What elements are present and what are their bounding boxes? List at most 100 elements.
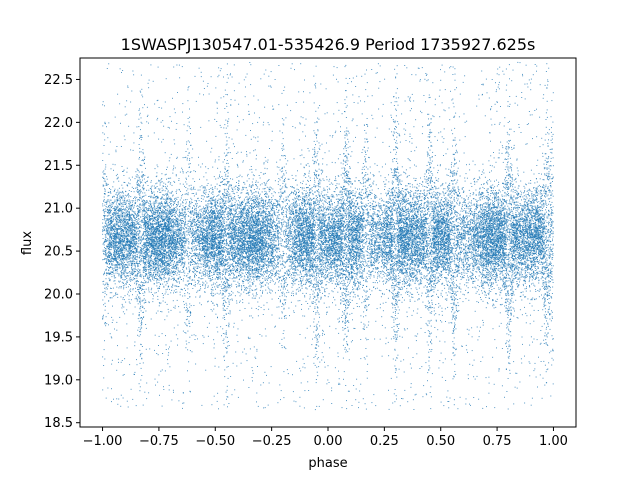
data-point bbox=[334, 220, 335, 221]
data-point bbox=[503, 284, 504, 285]
data-point bbox=[393, 269, 394, 270]
data-point bbox=[230, 376, 231, 377]
data-point bbox=[373, 181, 374, 182]
data-point bbox=[454, 128, 455, 129]
data-point bbox=[417, 196, 418, 197]
data-point bbox=[451, 303, 452, 304]
data-point bbox=[288, 239, 289, 240]
data-point bbox=[179, 212, 180, 213]
data-point bbox=[208, 120, 209, 121]
data-point bbox=[440, 320, 441, 321]
data-point bbox=[160, 192, 161, 193]
data-point bbox=[507, 106, 508, 107]
data-point bbox=[125, 106, 126, 107]
data-point bbox=[210, 219, 211, 220]
data-point bbox=[199, 303, 200, 304]
data-point bbox=[251, 263, 252, 264]
data-point bbox=[507, 281, 508, 282]
data-point bbox=[194, 275, 195, 276]
data-point bbox=[280, 300, 281, 301]
data-point bbox=[316, 270, 317, 271]
data-point bbox=[187, 160, 188, 161]
data-point bbox=[454, 199, 455, 200]
data-point bbox=[538, 193, 539, 194]
data-point bbox=[494, 206, 495, 207]
data-point bbox=[510, 251, 511, 252]
data-point bbox=[183, 252, 184, 253]
data-point bbox=[452, 291, 453, 292]
data-point bbox=[390, 152, 391, 153]
data-point bbox=[468, 300, 469, 301]
data-point bbox=[543, 94, 544, 95]
data-point bbox=[495, 243, 496, 244]
data-point bbox=[155, 276, 156, 277]
data-point bbox=[235, 265, 236, 266]
data-point bbox=[129, 240, 130, 241]
data-point bbox=[157, 262, 158, 263]
data-point bbox=[192, 210, 193, 211]
data-point bbox=[524, 195, 525, 196]
data-point bbox=[106, 323, 107, 324]
data-point bbox=[106, 275, 107, 276]
data-point bbox=[284, 190, 285, 191]
data-point bbox=[304, 363, 305, 364]
data-point bbox=[542, 201, 543, 202]
data-point bbox=[553, 244, 554, 245]
data-point bbox=[479, 263, 480, 264]
data-point bbox=[102, 104, 103, 105]
data-point bbox=[128, 259, 129, 260]
data-point bbox=[342, 168, 343, 169]
data-point bbox=[209, 323, 210, 324]
data-point bbox=[116, 267, 117, 268]
data-point bbox=[416, 353, 417, 354]
data-point bbox=[361, 255, 362, 256]
data-point bbox=[288, 373, 289, 374]
data-point bbox=[373, 227, 374, 228]
data-point bbox=[321, 207, 322, 208]
data-point bbox=[449, 67, 450, 68]
data-point bbox=[193, 246, 194, 247]
data-point bbox=[159, 107, 160, 108]
data-point bbox=[281, 311, 282, 312]
data-point bbox=[245, 267, 246, 268]
data-point bbox=[500, 278, 501, 279]
data-point bbox=[409, 265, 410, 266]
data-point bbox=[497, 264, 498, 265]
data-point bbox=[292, 280, 293, 281]
data-point bbox=[313, 322, 314, 323]
data-point bbox=[456, 202, 457, 203]
data-point bbox=[455, 298, 456, 299]
data-point bbox=[499, 153, 500, 154]
data-point bbox=[228, 192, 229, 193]
data-point bbox=[343, 379, 344, 380]
data-point bbox=[453, 273, 454, 274]
data-point bbox=[364, 259, 365, 260]
data-point bbox=[216, 121, 217, 122]
data-point bbox=[400, 361, 401, 362]
data-point bbox=[233, 267, 234, 268]
data-point bbox=[479, 191, 480, 192]
data-point bbox=[182, 215, 183, 216]
data-point bbox=[467, 329, 468, 330]
data-point bbox=[137, 174, 138, 175]
data-point bbox=[341, 248, 342, 249]
data-point bbox=[307, 288, 308, 289]
data-point bbox=[205, 272, 206, 273]
data-point bbox=[507, 219, 508, 220]
data-point bbox=[434, 204, 435, 205]
data-point bbox=[370, 202, 371, 203]
data-point bbox=[345, 141, 346, 142]
data-point bbox=[446, 281, 447, 282]
data-point bbox=[205, 287, 206, 288]
data-point bbox=[143, 289, 144, 290]
data-point bbox=[547, 292, 548, 293]
data-point bbox=[398, 284, 399, 285]
data-point bbox=[104, 285, 105, 286]
data-point bbox=[385, 302, 386, 303]
data-point bbox=[223, 308, 224, 309]
data-point bbox=[278, 184, 279, 185]
data-point bbox=[117, 174, 118, 175]
data-point bbox=[185, 245, 186, 246]
data-point bbox=[412, 279, 413, 280]
data-point bbox=[313, 363, 314, 364]
